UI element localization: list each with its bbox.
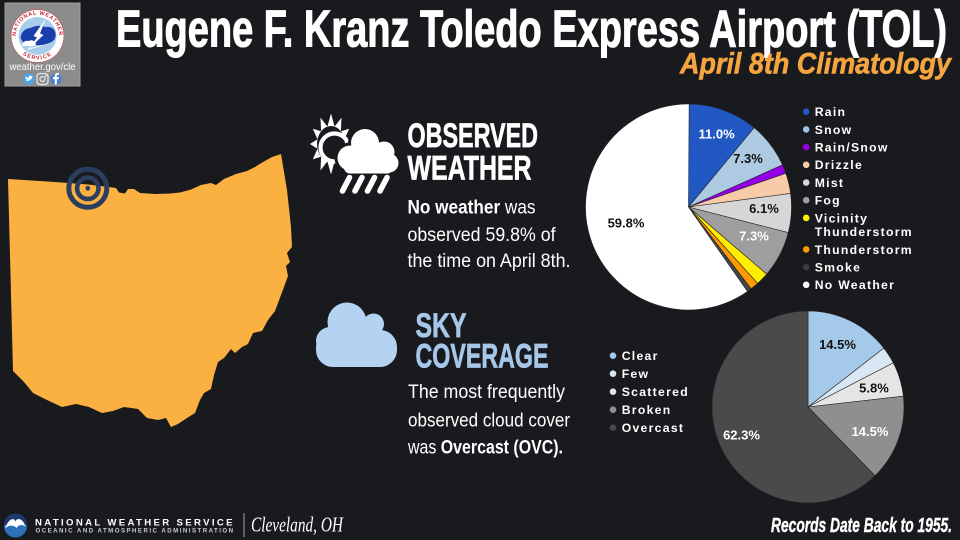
svg-text:Snow: Snow [815, 123, 853, 137]
svg-text:Thunderstorm: Thunderstorm [815, 243, 913, 257]
svg-text:No Weather: No Weather [815, 278, 896, 292]
svg-text:OCEANIC AND ATMOSPHERIC ADMINI: OCEANIC AND ATMOSPHERIC ADMINISTRATION [36, 528, 235, 535]
svg-text:weather.gov/cle: weather.gov/cle [9, 61, 76, 73]
svg-text:Rain: Rain [815, 105, 847, 119]
svg-text:observed cloud cover: observed cloud cover [408, 410, 570, 432]
svg-text:14.5%: 14.5% [819, 337, 856, 352]
svg-text:Drizzle: Drizzle [815, 158, 863, 172]
svg-text:7.3%: 7.3% [739, 229, 769, 244]
svg-text:Mist: Mist [815, 176, 845, 190]
svg-text:Thunderstorm: Thunderstorm [815, 225, 913, 239]
svg-text:The most frequently: The most frequently [408, 381, 565, 403]
svg-text:Broken: Broken [622, 403, 672, 417]
svg-text:WEATHER: WEATHER [408, 150, 532, 188]
svg-text:Overcast: Overcast [622, 421, 685, 435]
svg-text:OBSERVED: OBSERVED [408, 117, 539, 155]
svg-text:NATIONAL WEATHER SERVICE: NATIONAL WEATHER SERVICE [35, 518, 235, 529]
svg-text:5.8%: 5.8% [859, 381, 889, 396]
svg-text:11.0%: 11.0% [699, 127, 736, 142]
svg-text:Vicinity: Vicinity [815, 211, 869, 225]
svg-text:62.3%: 62.3% [723, 428, 760, 443]
svg-text:Few: Few [622, 367, 650, 381]
svg-text:6.1%: 6.1% [749, 201, 779, 216]
svg-text:COVERAGE: COVERAGE [416, 338, 549, 376]
svg-text:Clear: Clear [622, 349, 659, 363]
svg-text:observed 59.8% of: observed 59.8% of [408, 224, 557, 246]
svg-text:the time on April 8th.: the time on April 8th. [408, 250, 571, 272]
svg-text:SKY: SKY [416, 307, 467, 345]
svg-text:14.5%: 14.5% [852, 424, 889, 439]
svg-text:Eugene F. Kranz Toledo Express: Eugene F. Kranz Toledo Express Airport (… [116, 0, 947, 58]
svg-text:59.8%: 59.8% [608, 216, 645, 231]
svg-text:April 8th Climatology: April 8th Climatology [679, 48, 952, 81]
svg-text:Rain/Snow: Rain/Snow [815, 141, 889, 155]
svg-text:Fog: Fog [815, 194, 841, 208]
svg-text:Cleveland, OH: Cleveland, OH [251, 513, 344, 537]
svg-text:Smoke: Smoke [815, 261, 861, 275]
svg-text:Scattered: Scattered [622, 385, 689, 399]
svg-text:was Overcast (OVC).: was Overcast (OVC). [407, 436, 563, 458]
svg-text:SERVICE: SERVICE [22, 51, 54, 62]
svg-text:No weather was: No weather was [408, 197, 536, 219]
svg-text:7.3%: 7.3% [733, 151, 763, 166]
svg-text:Records Date Back to 1955.: Records Date Back to 1955. [771, 514, 952, 537]
